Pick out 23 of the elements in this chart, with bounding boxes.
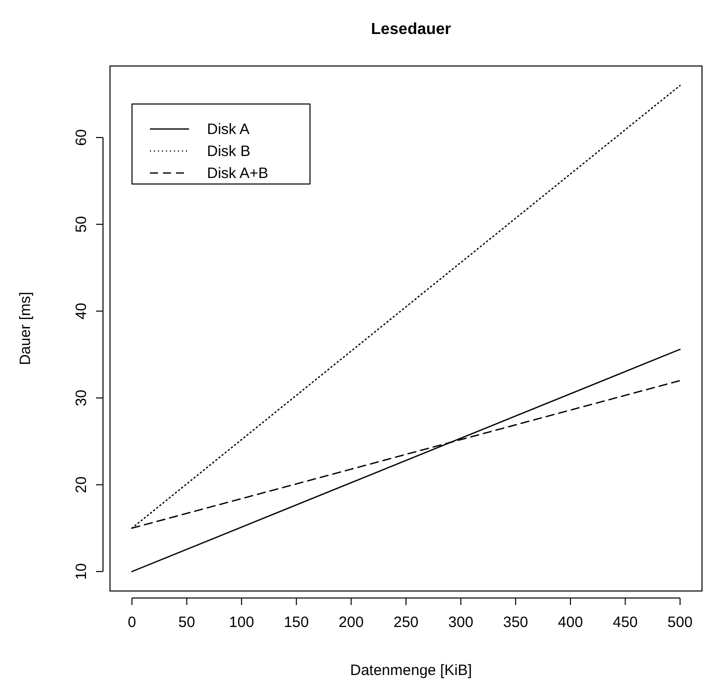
x-tick-label: 50 — [178, 614, 196, 631]
x-axis-title: Datenmenge [KiB] — [350, 662, 472, 679]
legend-label: Disk A+B — [207, 165, 268, 182]
x-tick-label: 200 — [338, 614, 364, 631]
y-tick-label: 30 — [73, 390, 90, 406]
x-tick-label: 400 — [558, 614, 583, 631]
legend-label: Disk B — [207, 143, 250, 160]
y-tick-label: 50 — [73, 216, 90, 233]
y-tick-label: 20 — [73, 476, 90, 494]
y-tick-label: 10 — [73, 563, 90, 580]
x-tick-label: 0 — [128, 614, 136, 631]
chart-title: Lesedauer — [370, 21, 452, 38]
x-tick-label: 300 — [448, 614, 474, 631]
y-tick-label: 40 — [73, 302, 90, 320]
y-tick-label: 60 — [73, 129, 90, 146]
x-tick-label: 450 — [612, 614, 638, 631]
x-tick-label: 150 — [284, 614, 309, 631]
legend-label: Disk A — [207, 121, 250, 138]
x-tick-label: 250 — [393, 614, 419, 631]
x-tick-label: 500 — [668, 614, 693, 631]
x-tick-label: 100 — [229, 614, 254, 631]
x-tick-label: 350 — [503, 614, 528, 631]
y-axis-title: Dauer [ms] — [17, 292, 34, 366]
